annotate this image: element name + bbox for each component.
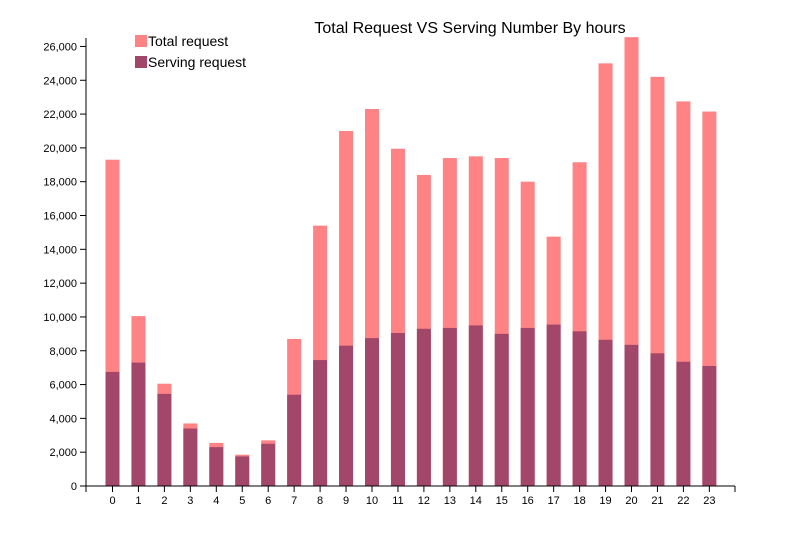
- x-tick-label: 5: [239, 495, 245, 507]
- x-tick-label: 2: [161, 495, 167, 507]
- y-tick-label: 2,000: [49, 447, 77, 459]
- bar-serving-23[interactable]: [702, 365, 717, 486]
- y-tick-label: 10,000: [43, 312, 77, 324]
- legend-label-serving: Serving request: [148, 54, 247, 70]
- x-tick-label: 20: [625, 495, 637, 507]
- y-tick-label: 18,000: [43, 177, 77, 189]
- legend-item-total[interactable]: Total request: [135, 33, 246, 49]
- bar-serving-10[interactable]: [365, 338, 379, 486]
- bar-serving-6[interactable]: [261, 443, 276, 486]
- x-tick-label: 14: [470, 495, 482, 507]
- x-tick-label: 10: [366, 495, 378, 507]
- x-tick-label: 16: [522, 495, 534, 507]
- x-tick-label: 3: [187, 495, 193, 507]
- bar-serving-20[interactable]: [624, 344, 639, 486]
- x-tick-label: 15: [496, 495, 508, 507]
- x-tick-label: 13: [444, 495, 456, 507]
- bar-serving-21[interactable]: [650, 353, 665, 486]
- legend-swatch-serving: [135, 56, 147, 68]
- bar-serving-15[interactable]: [494, 333, 509, 486]
- bar-serving-16[interactable]: [520, 327, 535, 486]
- bar-serving-4[interactable]: [209, 447, 224, 486]
- x-tick-label: 18: [573, 495, 585, 507]
- y-tick-label: 14,000: [43, 244, 77, 256]
- bar-serving-2[interactable]: [157, 393, 172, 486]
- y-tick-label: 8,000: [49, 346, 77, 358]
- x-axis: 0 1 2 3 4 5 6 7 8 9 10 11 12 13 14 15 16 17 18 19 20 21 22 23: [85, 485, 736, 507]
- x-tick-label: 1: [135, 495, 141, 507]
- y-tick-label: 24,000: [43, 75, 77, 87]
- x-tick-label: 7: [291, 495, 297, 507]
- y-tick-label: 0: [71, 481, 77, 493]
- bar-serving-14[interactable]: [468, 325, 483, 486]
- bar-serving-3[interactable]: [183, 428, 198, 486]
- bar-serving-22[interactable]: [676, 361, 691, 486]
- legend-swatch-total: [135, 35, 147, 47]
- y-tick-label: 16,000: [43, 211, 77, 223]
- x-tick-label: 11: [392, 495, 403, 507]
- x-tick-label: 17: [548, 495, 560, 507]
- bar-serving-1[interactable]: [131, 362, 146, 486]
- x-tick-label: 19: [599, 495, 611, 507]
- x-tick-label: 12: [418, 495, 430, 507]
- y-axis: 0 2,000 4,000 6,000 8,000 10,000 12,000 14,000 1…: [43, 38, 87, 493]
- legend-item-serving[interactable]: Serving request: [135, 54, 246, 70]
- bar-serving-18[interactable]: [572, 331, 587, 486]
- y-tick-label: 6,000: [49, 380, 77, 392]
- x-tick-label: 23: [703, 495, 715, 507]
- legend: Total request Serving request: [135, 33, 246, 75]
- y-tick-label: 20,000: [43, 143, 77, 155]
- serving-request-bars: [105, 324, 717, 486]
- bar-serving-19[interactable]: [598, 339, 613, 486]
- x-tick-label: 0: [109, 495, 115, 507]
- x-tick-label: 9: [343, 495, 349, 507]
- bar-serving-13[interactable]: [442, 327, 457, 486]
- chart-title: Total Request VS Serving Number By hours: [314, 20, 626, 37]
- bar-serving-11[interactable]: [390, 333, 405, 486]
- y-tick-label: 22,000: [43, 109, 77, 121]
- x-tick-label: 4: [213, 495, 219, 507]
- x-tick-label: 22: [677, 495, 689, 507]
- bar-serving-17[interactable]: [546, 324, 561, 486]
- bar-serving-5[interactable]: [235, 456, 250, 486]
- bar-serving-12[interactable]: [416, 328, 431, 486]
- bar-serving-9[interactable]: [339, 345, 354, 486]
- x-tick-label: 6: [265, 495, 271, 507]
- bar-serving-0[interactable]: [105, 371, 120, 486]
- bar-serving-8[interactable]: [313, 360, 328, 486]
- y-tick-label: 26,000: [43, 41, 77, 53]
- bar-serving-7[interactable]: [287, 394, 302, 486]
- x-tick-label: 8: [317, 495, 323, 507]
- x-tick-label: 21: [651, 495, 663, 507]
- legend-label-total: Total request: [148, 33, 229, 49]
- y-tick-label: 4,000: [49, 413, 77, 425]
- y-tick-label: 12,000: [43, 278, 77, 290]
